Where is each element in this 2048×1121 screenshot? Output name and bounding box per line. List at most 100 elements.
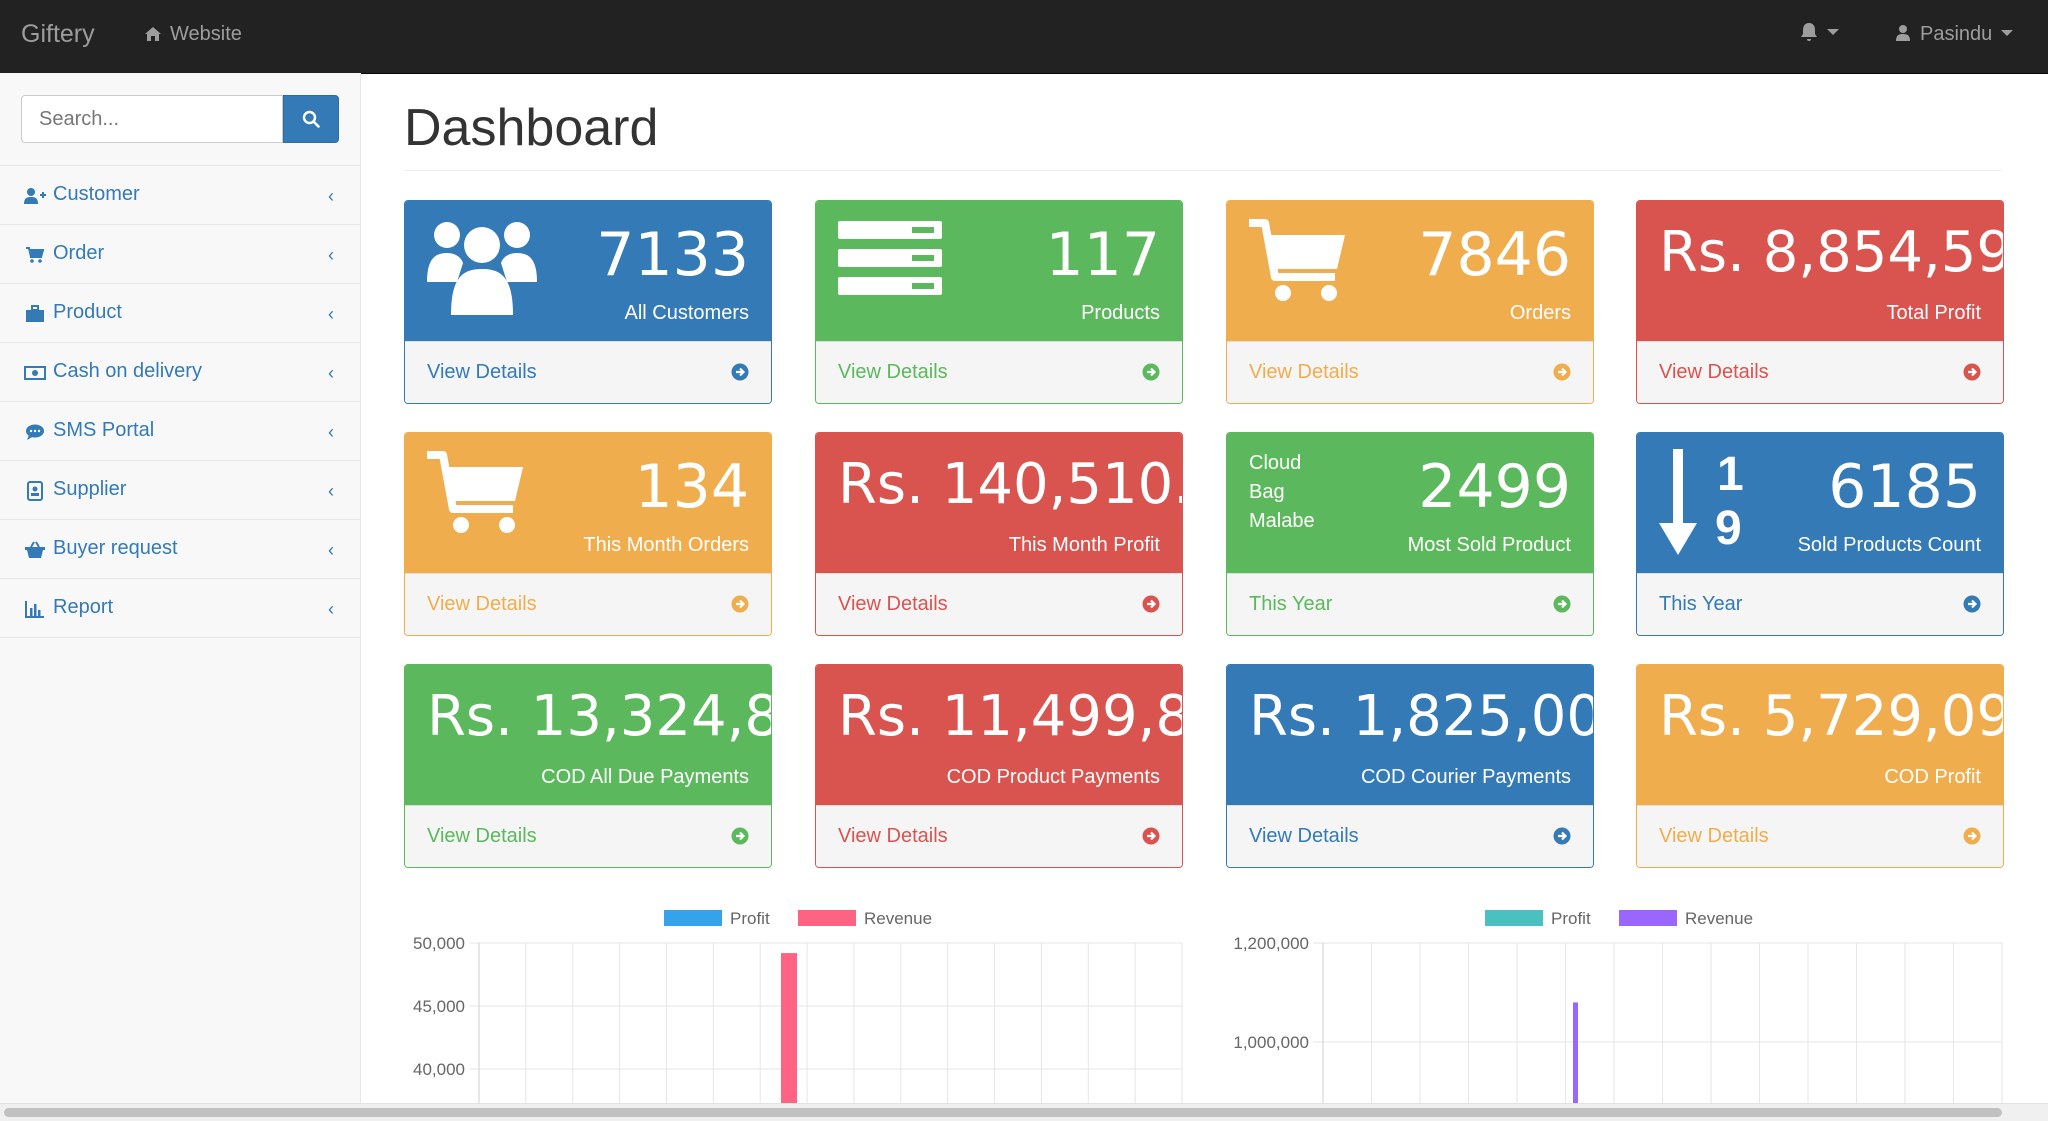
sidebar-item-label: Supplier bbox=[53, 478, 127, 500]
sidebar-item-label: Order bbox=[53, 242, 105, 264]
chevron-left-icon: ‹ bbox=[328, 245, 334, 265]
chevron-down-icon bbox=[2001, 30, 2014, 36]
basket-icon bbox=[23, 540, 47, 560]
tile-caption: Most Sold Product bbox=[1407, 534, 1571, 556]
view-details-link[interactable]: View Details bbox=[816, 341, 1182, 403]
view-details-label: View Details bbox=[427, 593, 537, 615]
sidebar-item-cash-on-delivery[interactable]: Cash on delivery ‹ bbox=[0, 343, 360, 402]
product-name: Cloud Bag Malabe bbox=[1249, 449, 1315, 536]
legend-label: Revenue bbox=[1685, 909, 1753, 928]
tile-caption: Products bbox=[1081, 302, 1160, 324]
scrollbar-thumb[interactable] bbox=[4, 1108, 2002, 1117]
tile-orders: 7846 Orders View Details bbox=[1226, 200, 1594, 404]
users-icon bbox=[427, 217, 537, 322]
product-name-line: Cloud bbox=[1249, 452, 1302, 474]
this-year-link[interactable]: This Year bbox=[1227, 573, 1593, 635]
sidebar-item-sms-portal[interactable]: SMS Portal ‹ bbox=[0, 402, 360, 461]
sidebar-item-report[interactable]: Report ‹ bbox=[0, 579, 360, 638]
tile-heading: Rs. 8,854,590 Total Profit bbox=[1637, 201, 2003, 341]
view-details-link[interactable]: View Details bbox=[816, 573, 1182, 635]
arrow-circle-right-icon bbox=[1963, 827, 1981, 845]
tile-products: 117 Products View Details bbox=[815, 200, 1183, 404]
search-group bbox=[21, 95, 339, 143]
y-tick-label: 50,000 bbox=[413, 934, 465, 953]
view-details-link[interactable]: View Details bbox=[1637, 805, 2003, 867]
briefcase-icon bbox=[23, 304, 47, 324]
view-details-link[interactable]: View Details bbox=[405, 573, 771, 635]
sidebar-item-label: Product bbox=[53, 301, 122, 323]
revenue-bar bbox=[781, 953, 797, 1103]
list-icon bbox=[838, 217, 942, 306]
user-menu[interactable]: Pasindu bbox=[1895, 23, 2014, 46]
product-name-line: Malabe bbox=[1249, 510, 1315, 532]
cart-icon bbox=[427, 449, 527, 544]
chevron-left-icon: ‹ bbox=[328, 363, 334, 383]
tile-value: 134 bbox=[634, 452, 749, 522]
user-name: Pasindu bbox=[1920, 23, 1993, 45]
legend-label: Profit bbox=[1551, 909, 1591, 928]
chevron-left-icon: ‹ bbox=[328, 481, 334, 501]
arrow-circle-right-icon bbox=[1963, 595, 1981, 613]
notifications-dropdown[interactable] bbox=[1800, 22, 1839, 44]
tile-value: Rs. 11,499,86 bbox=[838, 684, 1182, 749]
this-year-link[interactable]: This Year bbox=[1637, 573, 2003, 635]
sidebar-item-buyer-request[interactable]: Buyer request ‹ bbox=[0, 520, 360, 579]
tile-heading: Rs. 5,729,095 COD Profit bbox=[1637, 665, 2003, 805]
legend-label: Revenue bbox=[864, 909, 932, 928]
sidebar-item-label: Report bbox=[53, 596, 114, 618]
sidebar-item-supplier[interactable]: Supplier ‹ bbox=[0, 461, 360, 520]
tile-heading: Rs. 13,324,86 COD All Due Payments bbox=[405, 665, 771, 805]
y-tick-label: 40,000 bbox=[413, 1060, 465, 1079]
legend-swatch bbox=[798, 910, 856, 926]
tile-caption: COD Product Payments bbox=[946, 766, 1160, 788]
profit-revenue-chart: Profit Revenue 1,200,000 1,000,000 bbox=[1233, 909, 2003, 1103]
tile-heading: 7846 Orders bbox=[1227, 201, 1593, 341]
tile-cod-courier-payments: Rs. 1,825,000 COD Courier Payments View … bbox=[1226, 664, 1594, 868]
chevron-left-icon: ‹ bbox=[328, 422, 334, 442]
tile-value: Rs. 8,854,590 bbox=[1659, 220, 2003, 285]
view-details-link[interactable]: View Details bbox=[405, 805, 771, 867]
view-details-link[interactable]: View Details bbox=[1227, 341, 1593, 403]
chevron-left-icon: ‹ bbox=[328, 540, 334, 560]
tile-total-profit: Rs. 8,854,590 Total Profit View Details bbox=[1636, 200, 2004, 404]
search-input[interactable] bbox=[21, 95, 283, 143]
view-details-link[interactable]: View Details bbox=[1227, 805, 1593, 867]
footer-label: This Year bbox=[1659, 593, 1743, 615]
tile-heading: 117 Products bbox=[816, 201, 1182, 341]
arrow-circle-right-icon bbox=[1963, 363, 1981, 381]
tile-value: Rs. 140,510.0 bbox=[838, 452, 1182, 517]
view-details-label: View Details bbox=[838, 825, 948, 847]
top-navbar: Giftery Website Pasindu bbox=[0, 0, 2048, 74]
cart-icon bbox=[23, 245, 47, 265]
search-button[interactable] bbox=[283, 95, 339, 143]
horizontal-scrollbar[interactable] bbox=[0, 1103, 2048, 1121]
tile-heading: Rs. 1,825,000 COD Courier Payments bbox=[1227, 665, 1593, 805]
y-tick-label: 1,200,000 bbox=[1233, 934, 1309, 953]
view-details-link[interactable]: View Details bbox=[405, 341, 771, 403]
tile-value: 117 bbox=[1045, 220, 1160, 290]
brand-logo[interactable]: Giftery bbox=[21, 20, 95, 48]
sidebar-item-label: Customer bbox=[53, 183, 140, 205]
tile-value: Rs. 1,825,000 bbox=[1249, 684, 1593, 749]
sidebar-item-order[interactable]: Order ‹ bbox=[0, 225, 360, 284]
sidebar-item-customer[interactable]: Customer ‹ bbox=[0, 165, 360, 225]
tile-this-month-orders: 134 This Month Orders View Details bbox=[404, 432, 772, 636]
tile-value: Rs. 13,324,86 bbox=[427, 684, 771, 749]
tile-all-customers: 7133 All Customers View Details bbox=[404, 200, 772, 404]
tile-heading: 7133 All Customers bbox=[405, 201, 771, 341]
website-link[interactable]: Website bbox=[144, 23, 242, 46]
sidebar-item-product[interactable]: Product ‹ bbox=[0, 284, 360, 343]
legend-swatch bbox=[1485, 910, 1543, 926]
tile-heading: Rs. 11,499,86 COD Product Payments bbox=[816, 665, 1182, 805]
legend-swatch bbox=[1619, 910, 1677, 926]
title-divider bbox=[404, 170, 2002, 171]
tile-this-month-profit: Rs. 140,510.0 This Month Profit View Det… bbox=[815, 432, 1183, 636]
view-details-link[interactable]: View Details bbox=[816, 805, 1182, 867]
user-icon bbox=[1896, 25, 1910, 41]
tile-heading: Rs. 140,510.0 This Month Profit bbox=[816, 433, 1182, 573]
view-details-link[interactable]: View Details bbox=[1637, 341, 2003, 403]
sort-numeric-down-icon: 1 9 bbox=[1659, 449, 1759, 559]
arrow-circle-right-icon bbox=[731, 363, 749, 381]
arrow-circle-right-icon bbox=[731, 595, 749, 613]
home-icon bbox=[145, 27, 161, 41]
